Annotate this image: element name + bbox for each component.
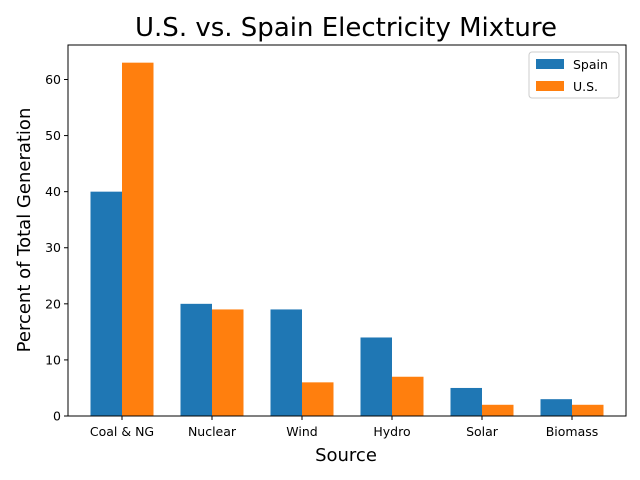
x-tick-label: Solar [466, 424, 499, 439]
y-tick-label: 10 [45, 352, 61, 367]
bar [270, 309, 302, 416]
y-tick-label: 40 [45, 184, 61, 199]
y-axis-title: Percent of Total Generation [14, 108, 35, 353]
x-tick-label: Biomass [546, 424, 599, 439]
bar [572, 404, 604, 416]
legend-swatch [536, 59, 564, 69]
bar [212, 309, 244, 416]
legend-label: U.S. [573, 79, 598, 94]
y-tick-label: 20 [45, 296, 61, 311]
bar [450, 387, 482, 416]
bar [180, 303, 212, 416]
x-tick-label: Coal & NG [90, 424, 154, 439]
legend-label: Spain [573, 57, 608, 72]
bar [540, 399, 572, 416]
chart-title: U.S. vs. Spain Electricity Mixture [135, 13, 557, 43]
bar [392, 376, 424, 416]
bar [122, 62, 154, 417]
y-tick-label: 30 [45, 240, 61, 255]
x-tick-label: Hydro [373, 424, 410, 439]
bar [302, 382, 334, 416]
y-tick-label: 60 [45, 72, 61, 87]
plot-area: 0 10 20 30 40 50 60 Coal & NG Nuclear Wind Hydro So… [45, 44, 627, 439]
x-tick-label: Nuclear [188, 424, 237, 439]
plot-frame [67, 44, 627, 417]
y-tick-label: 50 [45, 128, 61, 143]
y-tick-label: 0 [53, 409, 61, 424]
bar [90, 191, 122, 416]
x-tick-label: Wind [286, 424, 317, 439]
legend: Spain U.S. [528, 51, 620, 99]
bar [360, 337, 392, 416]
bar [482, 404, 514, 416]
x-axis-title: Source [315, 445, 377, 466]
legend-swatch [536, 81, 564, 91]
